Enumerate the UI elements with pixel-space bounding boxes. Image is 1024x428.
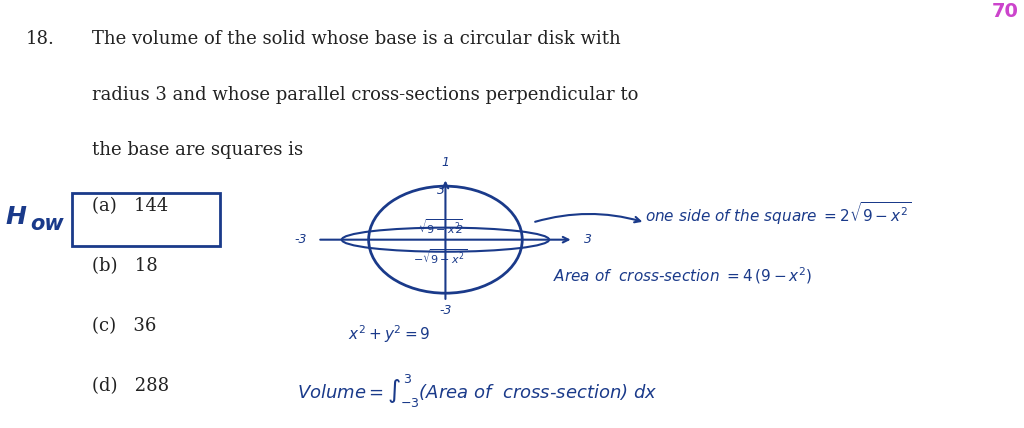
Text: -3: -3 [439, 304, 452, 317]
Text: -3: -3 [295, 233, 307, 246]
Text: radius 3 and whose parallel cross-sections perpendicular to: radius 3 and whose parallel cross-sectio… [92, 86, 639, 104]
Text: (b)   18: (b) 18 [92, 257, 158, 275]
Text: The volume of the solid whose base is a circular disk with: The volume of the solid whose base is a … [92, 30, 621, 48]
Text: 3: 3 [437, 184, 445, 197]
Text: 18.: 18. [26, 30, 54, 48]
Text: 1: 1 [441, 156, 450, 169]
Text: $x^2+y^2=9$: $x^2+y^2=9$ [348, 323, 431, 345]
Text: $\sqrt{9-x^2}$: $\sqrt{9-x^2}$ [418, 218, 463, 236]
Text: one side of the square $= 2\sqrt{9-x^2}$: one side of the square $= 2\sqrt{9-x^2}$ [645, 201, 911, 227]
Text: (c)   36: (c) 36 [92, 317, 157, 335]
Text: Area of  cross-section $= 4\,(9-x^2)$: Area of cross-section $= 4\,(9-x^2)$ [553, 266, 812, 286]
Text: 70: 70 [992, 2, 1019, 21]
Text: (a)   144: (a) 144 [92, 197, 168, 215]
Text: the base are squares is: the base are squares is [92, 141, 303, 159]
Text: H: H [5, 205, 26, 229]
Text: 3: 3 [584, 233, 592, 246]
Text: ow: ow [31, 214, 65, 234]
Text: $Volume = \int_{-3}^{3}$(Area of  cross-section) $dx$: $Volume = \int_{-3}^{3}$(Area of cross-s… [297, 373, 657, 410]
Text: (d)   288: (d) 288 [92, 377, 169, 395]
Text: 2: 2 [456, 226, 463, 235]
Text: $-\sqrt{9-x^2}$: $-\sqrt{9-x^2}$ [414, 248, 467, 266]
